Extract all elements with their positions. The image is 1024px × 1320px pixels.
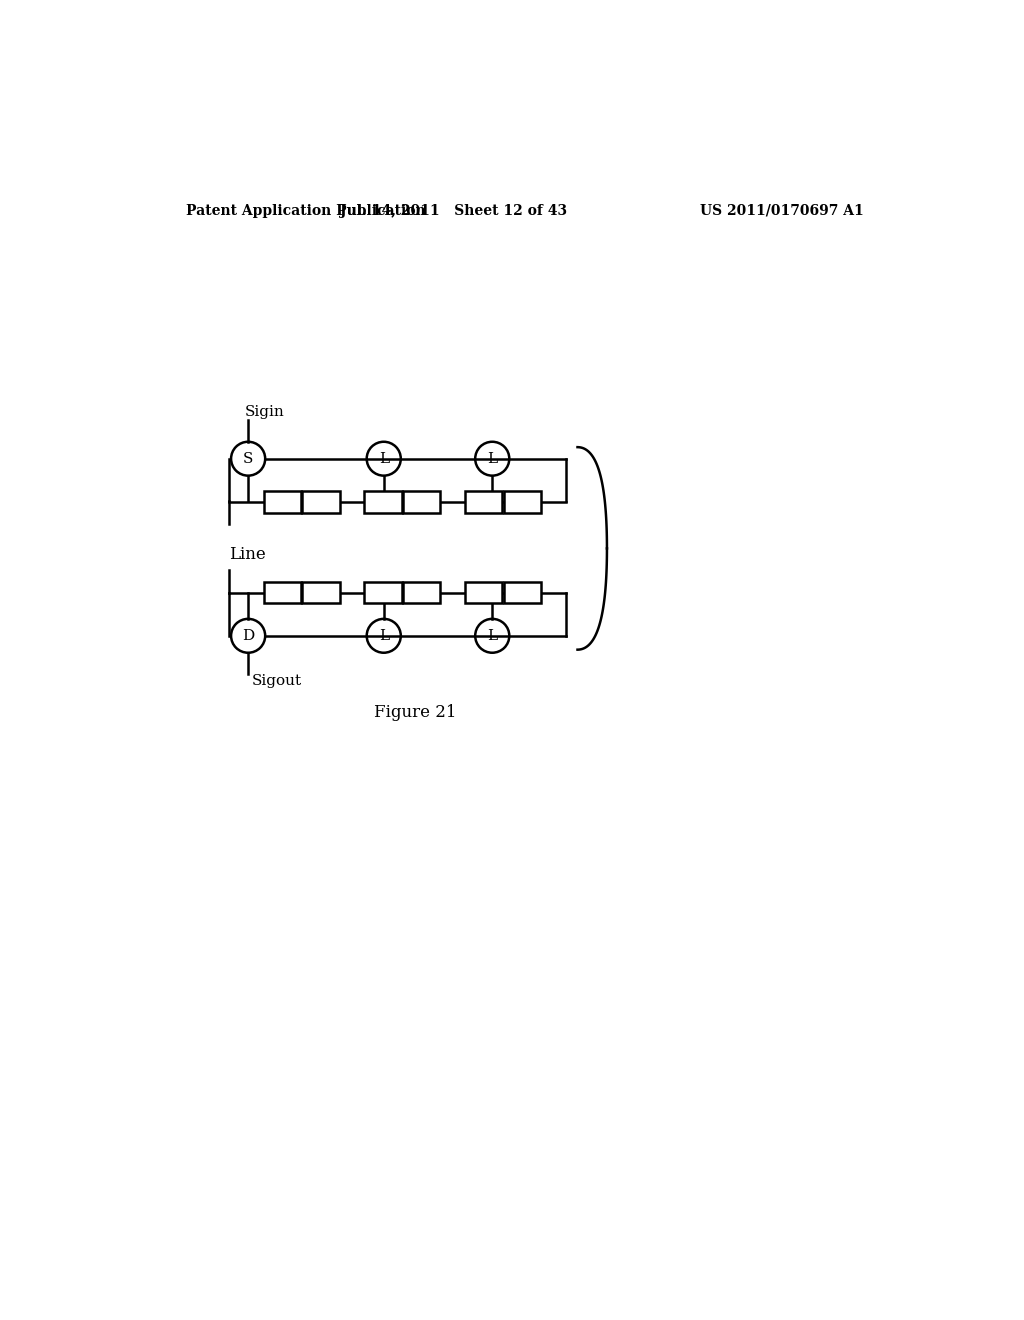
Text: L: L bbox=[487, 451, 498, 466]
Text: Sigout: Sigout bbox=[252, 675, 302, 688]
Bar bbox=[263, 582, 301, 603]
Bar bbox=[504, 582, 541, 603]
Bar bbox=[465, 491, 503, 512]
Text: L: L bbox=[487, 628, 498, 643]
Text: Figure 21: Figure 21 bbox=[374, 705, 456, 721]
Text: Line: Line bbox=[228, 546, 265, 564]
Bar bbox=[302, 582, 340, 603]
Bar bbox=[504, 491, 541, 512]
Bar bbox=[403, 582, 440, 603]
Text: D: D bbox=[242, 628, 254, 643]
Bar bbox=[365, 582, 401, 603]
Bar bbox=[263, 491, 301, 512]
Bar bbox=[302, 491, 340, 512]
Bar bbox=[365, 491, 401, 512]
Text: L: L bbox=[379, 628, 389, 643]
Text: Sigin: Sigin bbox=[245, 405, 284, 418]
Text: L: L bbox=[379, 451, 389, 466]
Bar bbox=[465, 582, 503, 603]
Text: US 2011/0170697 A1: US 2011/0170697 A1 bbox=[700, 203, 864, 218]
Text: Patent Application Publication: Patent Application Publication bbox=[186, 203, 426, 218]
Text: Jul. 14, 2011   Sheet 12 of 43: Jul. 14, 2011 Sheet 12 of 43 bbox=[340, 203, 567, 218]
Bar bbox=[403, 491, 440, 512]
Text: S: S bbox=[243, 451, 253, 466]
